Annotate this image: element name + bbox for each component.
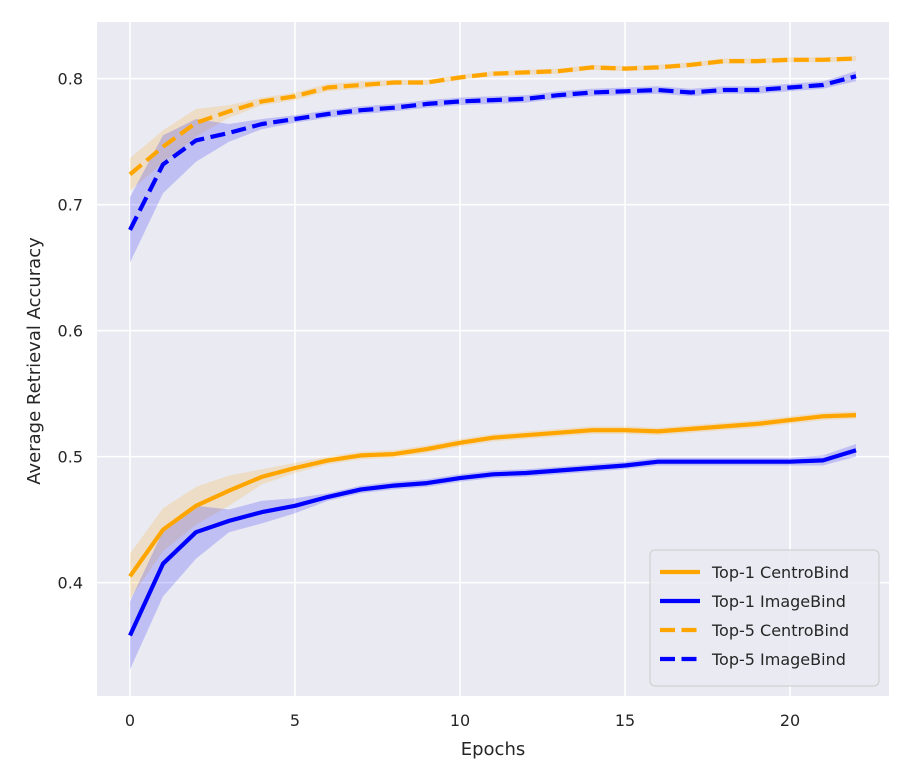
y-tick-label: 0.8 bbox=[58, 70, 83, 89]
legend-label: Top-1 CentroBind bbox=[711, 563, 849, 582]
x-tick-label: 0 bbox=[125, 711, 135, 730]
x-tick-label: 5 bbox=[290, 711, 300, 730]
x-tick-label: 15 bbox=[615, 711, 635, 730]
series-line bbox=[128, 448, 857, 637]
y-tick-label: 0.6 bbox=[58, 322, 83, 341]
series-lines bbox=[128, 56, 857, 637]
confidence-band bbox=[130, 71, 856, 263]
series-line bbox=[128, 413, 857, 578]
y-tick-labels: 0.4 0.5 0.6 0.7 0.8 bbox=[58, 70, 83, 593]
confidence-band bbox=[130, 56, 856, 191]
x-axis-label: Epochs bbox=[461, 739, 526, 760]
y-tick-label: 0.5 bbox=[58, 448, 83, 467]
y-axis-label: Average Retrieval Accuracy bbox=[24, 237, 45, 485]
grid-lines bbox=[97, 22, 889, 696]
x-tick-label: 20 bbox=[780, 711, 800, 730]
legend-box bbox=[649, 549, 880, 687]
x-tick-labels: 0 5 10 15 20 bbox=[125, 711, 800, 730]
series-line bbox=[128, 74, 857, 231]
series-line bbox=[128, 56, 857, 177]
y-tick-label: 0.4 bbox=[58, 574, 83, 593]
legend-label: Top-1 ImageBind bbox=[711, 592, 846, 611]
x-tick-label: 10 bbox=[450, 711, 470, 730]
legend: Top-1 CentroBind Top-1 ImageBind Top-5 Cen… bbox=[649, 549, 880, 687]
legend-label: Top-5 ImageBind bbox=[711, 650, 846, 669]
legend-label: Top-5 CentroBind bbox=[711, 621, 849, 640]
y-tick-label: 0.7 bbox=[58, 196, 83, 215]
